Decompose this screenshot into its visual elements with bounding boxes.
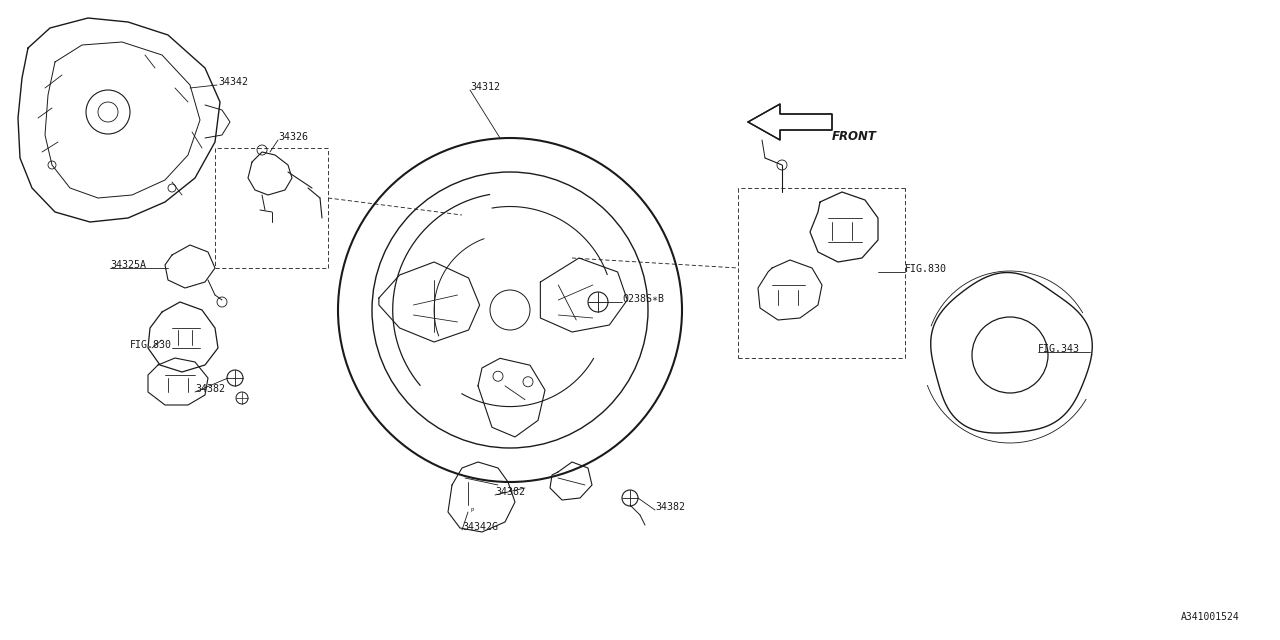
Text: 34382: 34382 [195,384,225,394]
Text: FRONT: FRONT [832,130,877,143]
Polygon shape [748,104,832,140]
Text: 0238S∗B: 0238S∗B [622,294,664,304]
Text: A341001524: A341001524 [1181,612,1240,622]
Text: 34312: 34312 [470,82,500,92]
Text: FIG.830: FIG.830 [905,264,947,274]
Text: FIG.830: FIG.830 [131,340,172,350]
Text: 34325A: 34325A [110,260,146,270]
Text: 34382: 34382 [495,487,525,497]
Text: 34342: 34342 [218,77,248,87]
Text: P: P [470,508,474,513]
Text: 34342G: 34342G [462,522,498,532]
Text: 34382: 34382 [655,502,685,512]
Text: FIG.343: FIG.343 [1038,344,1080,354]
Text: 34326: 34326 [278,132,308,142]
